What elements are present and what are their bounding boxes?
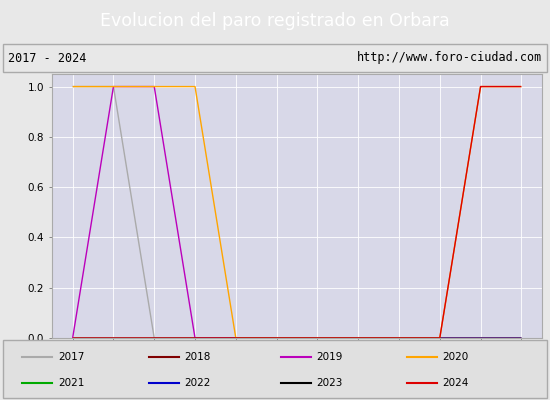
Text: 2024: 2024 bbox=[443, 378, 469, 388]
Text: 2021: 2021 bbox=[58, 378, 84, 388]
Text: 2019: 2019 bbox=[316, 352, 343, 362]
Text: 2017: 2017 bbox=[58, 352, 84, 362]
Text: Evolucion del paro registrado en Orbara: Evolucion del paro registrado en Orbara bbox=[100, 12, 450, 30]
Text: 2022: 2022 bbox=[184, 378, 211, 388]
Text: http://www.foro-ciudad.com: http://www.foro-ciudad.com bbox=[356, 52, 542, 64]
Text: 2018: 2018 bbox=[184, 352, 211, 362]
Text: 2017 - 2024: 2017 - 2024 bbox=[8, 52, 87, 64]
Text: 2023: 2023 bbox=[316, 378, 343, 388]
Text: 2020: 2020 bbox=[443, 352, 469, 362]
